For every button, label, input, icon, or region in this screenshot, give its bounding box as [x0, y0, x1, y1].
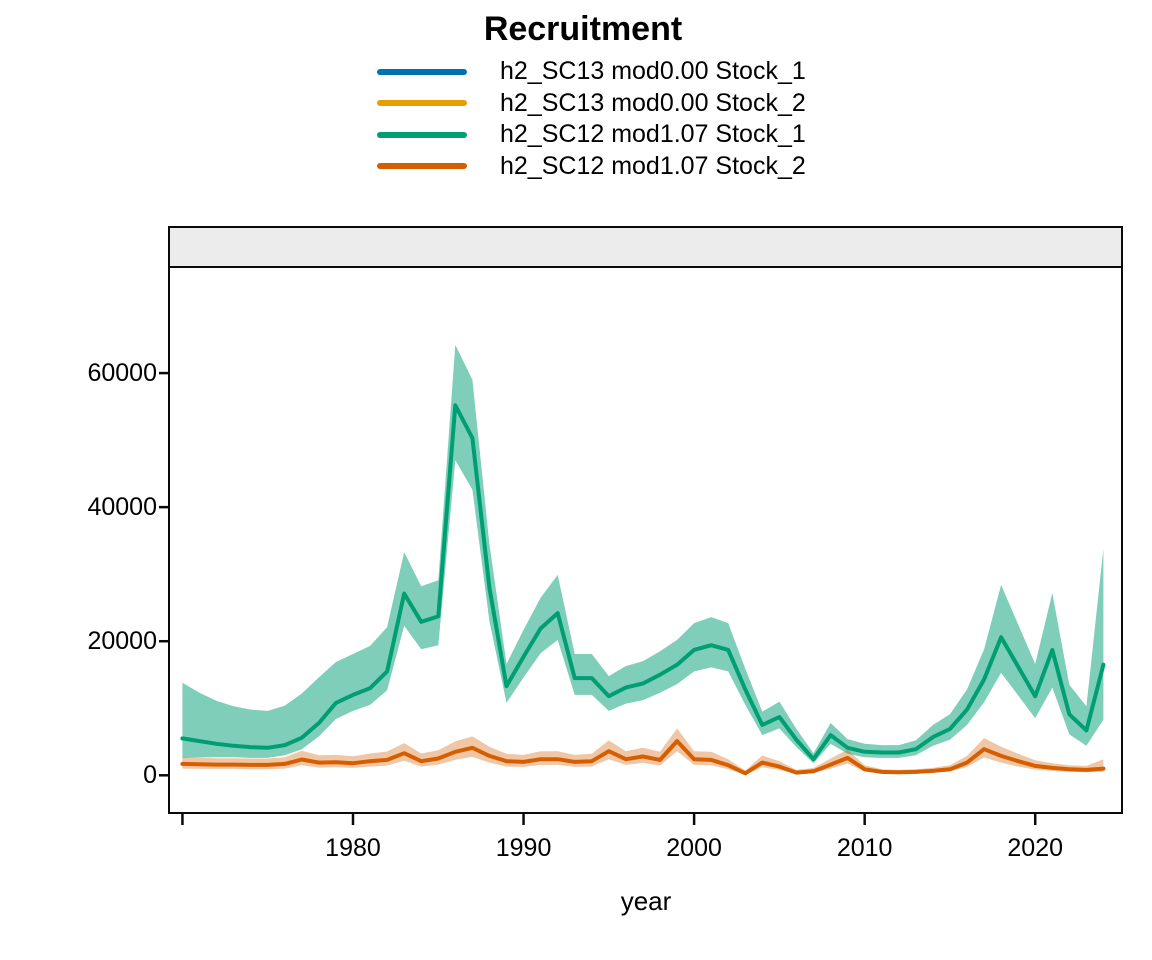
- legend-key-line: [377, 131, 467, 138]
- x-tick-label: 2000: [666, 834, 722, 862]
- legend-label: h2_SC13 mod0.00 Stock_2: [500, 88, 806, 117]
- legend-label: h2_SC12 mod1.07 Stock_2: [500, 151, 806, 180]
- chart-title: Recruitment: [483, 10, 683, 48]
- legend-item: h2_SC13 mod0.00 Stock_2: [0, 88, 1152, 120]
- facet-strip: [168, 226, 1123, 268]
- x-tick-label: 1980: [325, 834, 381, 862]
- legend-label: h2_SC13 mod0.00 Stock_1: [500, 57, 806, 85]
- x-tick-label: 2020: [1007, 834, 1064, 862]
- y-tick-label: 60000: [87, 359, 157, 388]
- legend-item: h2_SC12 mod1.07 Stock_2: [0, 151, 1152, 183]
- legend-key-line: [377, 163, 467, 169]
- legend-label: h2_SC12 mod1.07 Stock_1: [500, 120, 806, 148]
- x-tick-label: 1990: [495, 834, 552, 862]
- y-tick-label: 0: [143, 761, 157, 790]
- legend: h2_SC13 mod0.00 Stock_1 h2_SC13 mod0.00 S…: [0, 56, 1152, 182]
- plot-panel: [168, 266, 1123, 814]
- legend-key-line: [377, 68, 467, 75]
- x-tick-label: 2010: [836, 834, 893, 862]
- y-tick-label: 40000: [87, 493, 157, 522]
- legend-key-line: [377, 100, 467, 106]
- legend-item: h2_SC12 mod1.07 Stock_1: [0, 119, 1152, 151]
- x-axis-title: year: [620, 886, 672, 916]
- y-tick-label: 20000: [87, 627, 157, 656]
- legend-item: h2_SC13 mod0.00 Stock_1: [0, 56, 1152, 88]
